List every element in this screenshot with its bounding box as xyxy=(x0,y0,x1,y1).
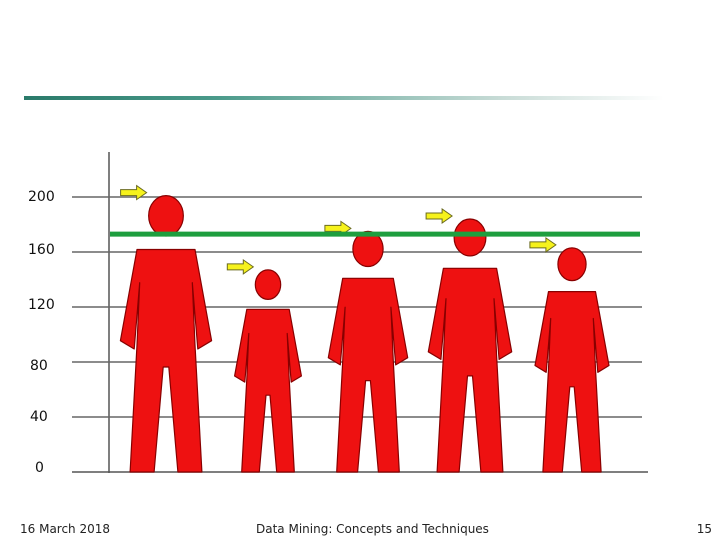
person-head xyxy=(557,247,587,282)
y-tick-label: 80 xyxy=(30,358,48,374)
person-head xyxy=(254,269,282,300)
height-marker-arrow xyxy=(425,208,453,224)
person-figures xyxy=(119,184,610,473)
person-figure xyxy=(119,184,213,473)
person-figure xyxy=(226,258,302,473)
y-tick-label: 160 xyxy=(28,242,55,258)
person-head xyxy=(453,218,487,257)
person-body xyxy=(534,291,610,473)
person-figure xyxy=(425,208,513,473)
person-body xyxy=(427,267,513,473)
y-tick-label: 40 xyxy=(30,409,48,425)
footer-date: 16 March 2018 xyxy=(20,522,111,536)
person-body xyxy=(327,277,409,473)
height-marker-arrow xyxy=(226,258,255,275)
person-body xyxy=(119,248,213,473)
person-head xyxy=(352,230,384,268)
height-marker-arrow xyxy=(529,236,557,253)
person-body xyxy=(234,308,302,473)
y-tick-label: 200 xyxy=(28,189,55,205)
height-marker-arrow xyxy=(120,184,148,201)
y-tick-label: 120 xyxy=(28,297,55,313)
person-head xyxy=(148,195,184,237)
y-tick-label: 0 xyxy=(35,460,44,476)
y-tick-labels: 200 160 120 80 40 0 xyxy=(28,189,55,476)
person-figure xyxy=(529,236,610,473)
title-divider xyxy=(24,96,664,100)
person-figure xyxy=(324,220,409,473)
footer-course-title: Data Mining: Concepts and Techniques xyxy=(256,522,489,536)
footer-page-number: 15 xyxy=(696,522,712,536)
